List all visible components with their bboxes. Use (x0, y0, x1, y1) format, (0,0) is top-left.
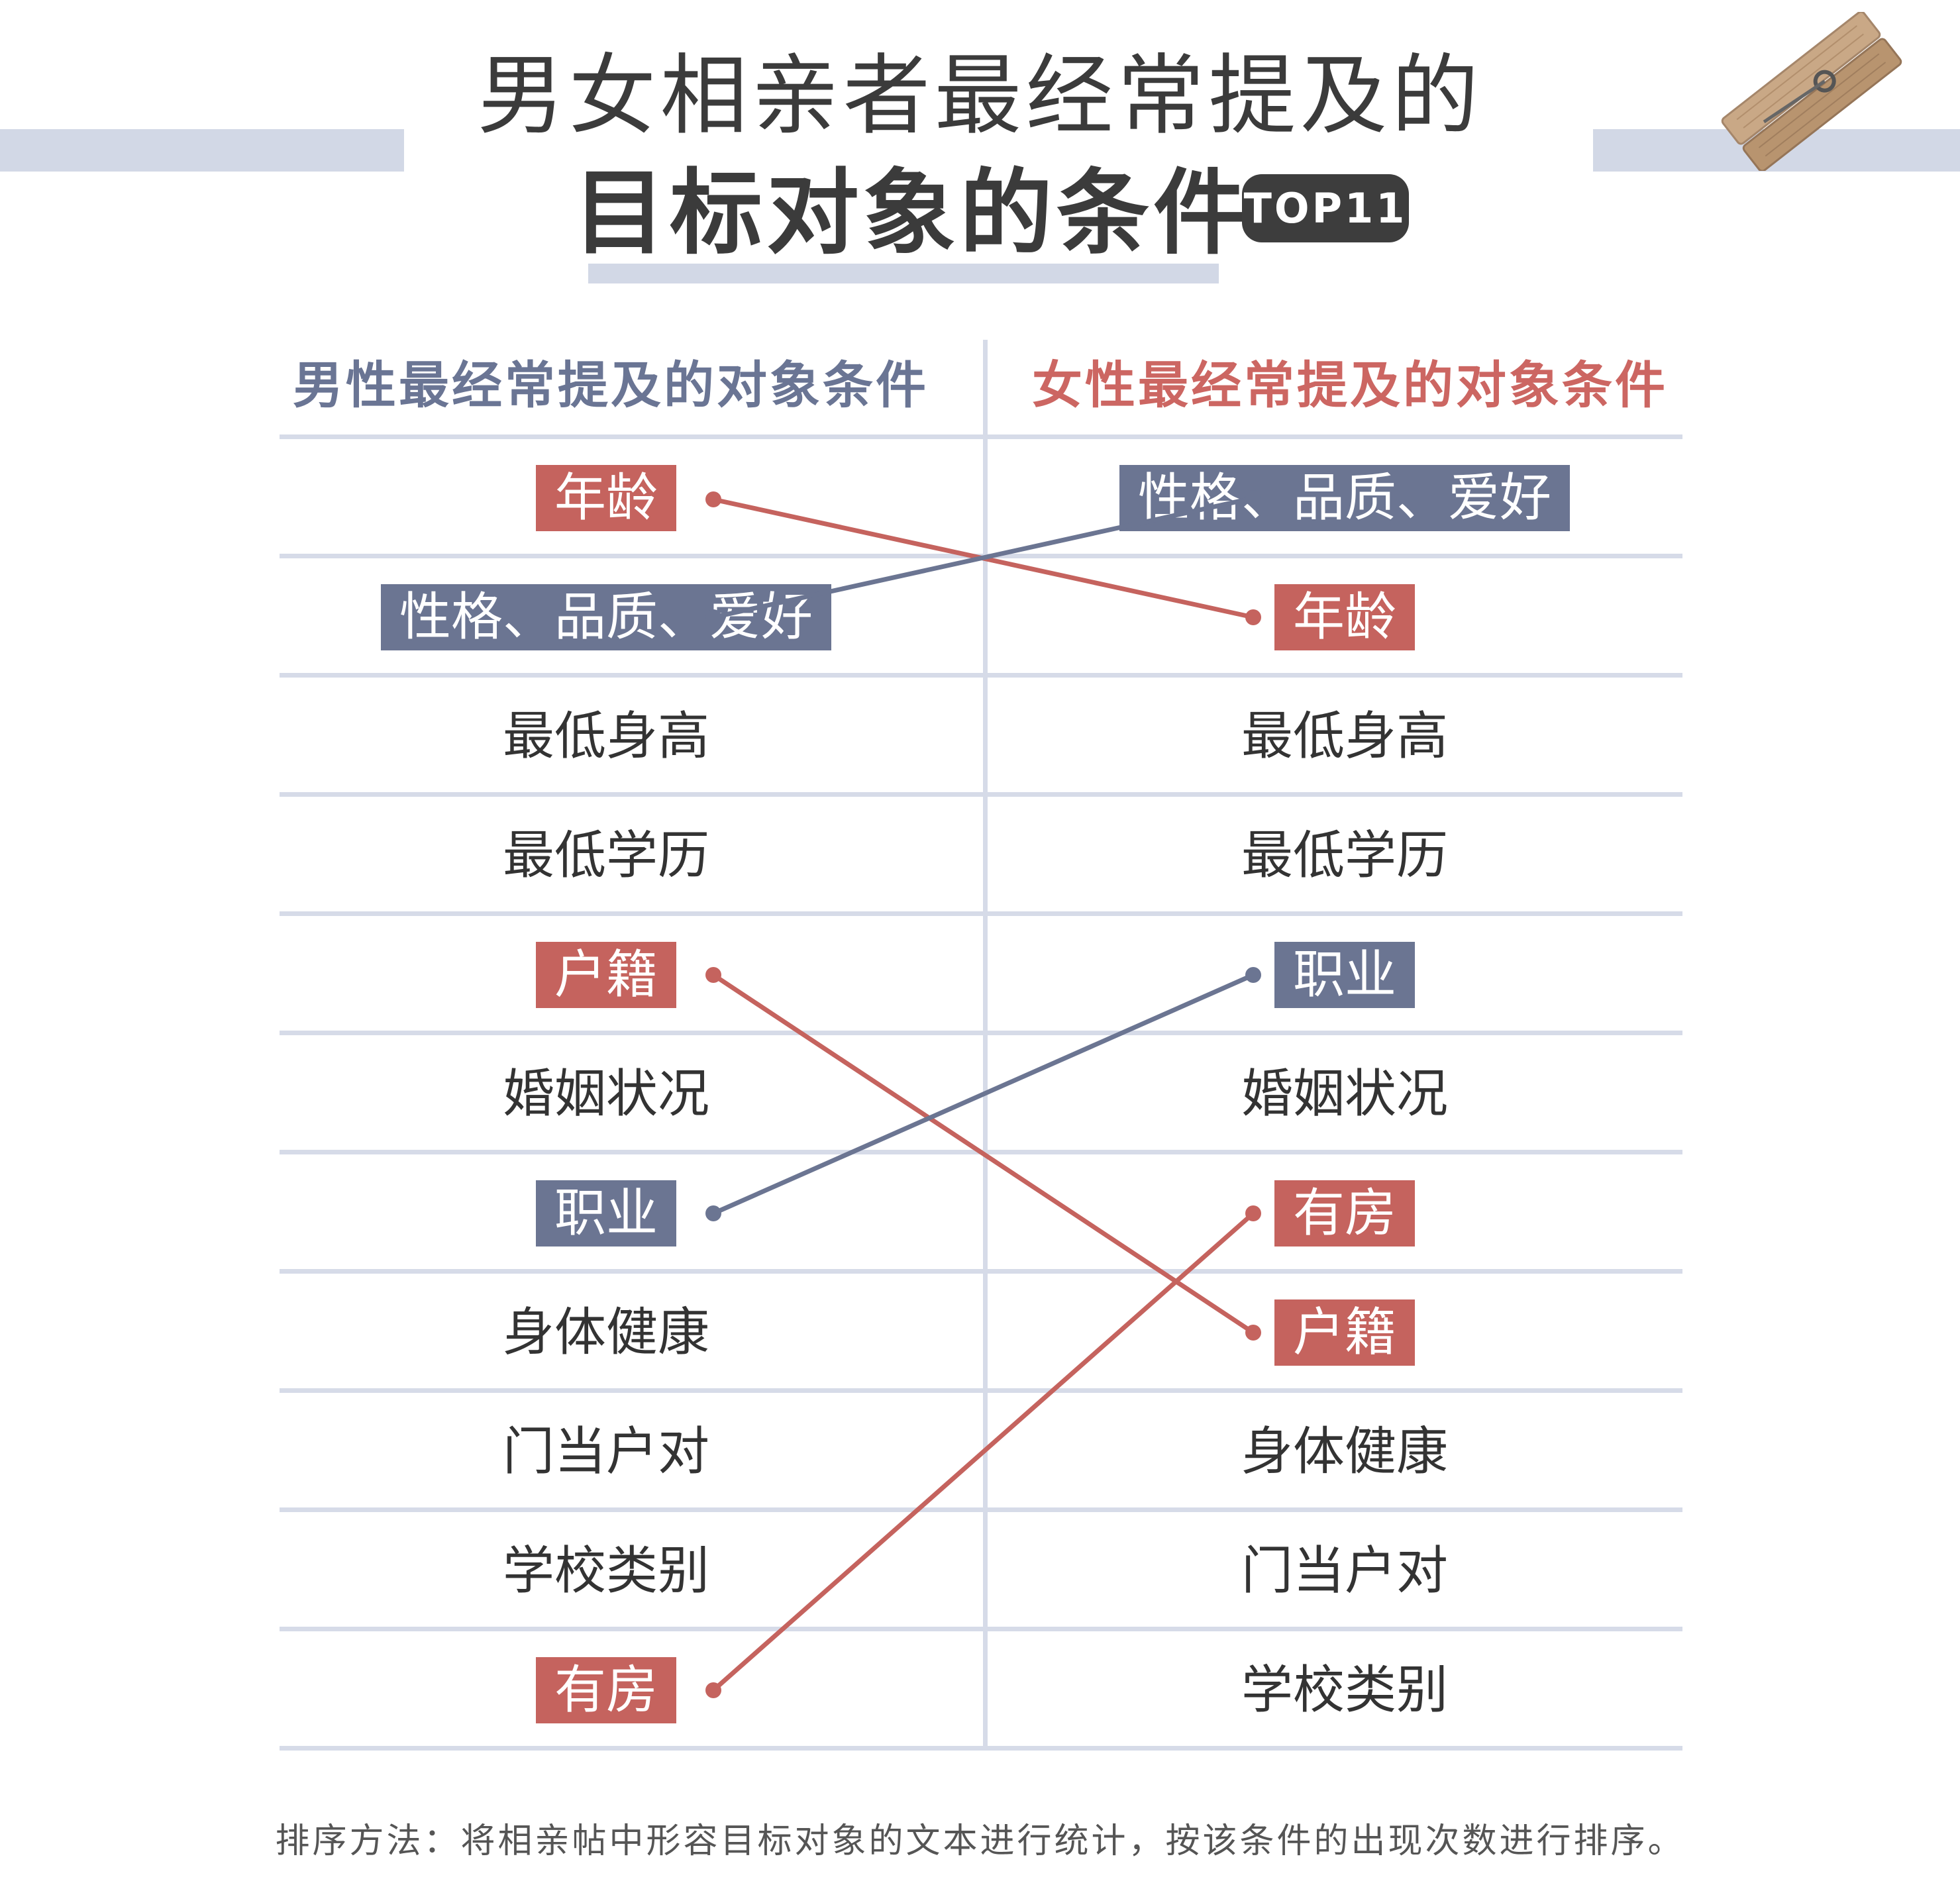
title-line2: 目标对象的条件 (573, 160, 1251, 268)
left-rank-8-label: 身体健康 (502, 1303, 709, 1362)
left-rank-2-label: 性格、品质、爱好 (380, 584, 831, 650)
left-rank-10-label: 学校类别 (502, 1541, 709, 1601)
left-rank-6-label: 婚姻状况 (502, 1064, 709, 1124)
left-rank-3-label: 最低身高 (502, 707, 709, 766)
left-rank-1-label: 年龄 (535, 465, 676, 531)
left-rank-5-label: 户籍 (535, 942, 676, 1008)
right-rank-11-label: 学校类别 (1241, 1660, 1448, 1720)
row-divider (280, 911, 1682, 916)
right-rank-7-label: 有房 (1274, 1180, 1415, 1247)
clothespin-icon (1721, 12, 1902, 171)
left-rank-9-label: 门当户对 (502, 1422, 709, 1482)
connector-start-dot-3 (705, 967, 721, 983)
right-rank-1-label: 性格、品质、爱好 (1119, 465, 1570, 531)
connector-start-dot-5 (705, 1682, 721, 1698)
left-rank-11-label: 有房 (535, 1657, 676, 1723)
left-decor-bar (0, 129, 404, 172)
connector-end-dot-5 (1245, 1205, 1261, 1221)
connector-end-dot-3 (1245, 1325, 1261, 1341)
connector-start-dot-1 (705, 491, 721, 507)
connector-start-dot-4 (705, 1205, 721, 1221)
title-underline (588, 264, 1219, 283)
row-divider (280, 1031, 1682, 1035)
top-badge: TOP11 (1242, 174, 1409, 242)
row-divider (280, 554, 1682, 558)
right-rank-5-label: 职业 (1274, 942, 1415, 1008)
right-rank-4-label: 最低学历 (1241, 826, 1448, 886)
row-divider (280, 1388, 1682, 1393)
right-column-header: 女性最经常提及的对象条件 (1032, 356, 1668, 415)
left-rank-7-label: 职业 (535, 1180, 676, 1247)
row-divider (280, 1507, 1682, 1512)
right-rank-6-label: 婚姻状况 (1241, 1064, 1448, 1124)
method-note: 排序方法：将相亲帖中形容目标对象的文本进行统计，按该条件的出现次数进行排序。 (275, 1821, 1685, 1861)
row-divider (280, 1269, 1682, 1274)
row-divider (280, 1746, 1682, 1751)
right-rank-3-label: 最低身高 (1241, 707, 1448, 766)
right-rank-9-label: 身体健康 (1241, 1422, 1448, 1482)
row-divider (280, 1627, 1682, 1631)
connector-end-dot-1 (1245, 609, 1261, 625)
connector-end-dot-4 (1245, 967, 1261, 983)
left-column-header: 男性最经常提及的对象条件 (293, 356, 929, 415)
row-divider (280, 792, 1682, 797)
row-divider (280, 673, 1682, 678)
row-divider (280, 1150, 1682, 1154)
left-rank-4-label: 最低学历 (502, 826, 709, 886)
right-rank-10-label: 门当户对 (1241, 1541, 1448, 1601)
right-rank-2-label: 年龄 (1274, 584, 1415, 650)
title-line1: 男女相亲者最经常提及的 (477, 45, 1483, 147)
center-divider (983, 340, 988, 1751)
right-rank-8-label: 户籍 (1274, 1299, 1415, 1366)
row-divider (280, 434, 1682, 439)
